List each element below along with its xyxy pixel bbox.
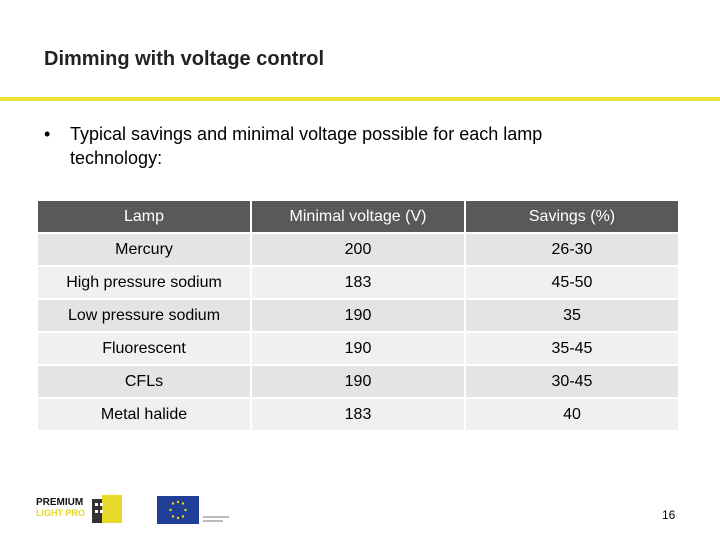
column-header: Savings (%) <box>466 201 678 232</box>
table-cell: Mercury <box>38 234 250 265</box>
table-cell: 40 <box>466 399 678 430</box>
page-number: 16 <box>662 508 676 522</box>
table-row: Mercury 200 26-30 <box>38 234 678 265</box>
table-cell: Metal halide <box>38 399 250 430</box>
table-row: Fluorescent 190 35-45 <box>38 333 678 364</box>
table-cell: 183 <box>252 399 464 430</box>
title-rule <box>0 97 720 101</box>
bullet-item: • Typical savings and minimal voltage po… <box>44 122 604 170</box>
slide-title: Dimming with voltage control <box>44 48 325 70</box>
eu-flag <box>157 496 229 524</box>
column-header: Minimal voltage (V) <box>252 201 464 232</box>
table-cell: 35-45 <box>466 333 678 364</box>
table-row: CFLs 190 30-45 <box>38 366 678 397</box>
table-row: Low pressure sodium 190 35 <box>38 300 678 331</box>
table-row: Metal halide 183 40 <box>38 399 678 430</box>
table-cell: 190 <box>252 300 464 331</box>
table-cell: 30-45 <box>466 366 678 397</box>
table-cell: High pressure sodium <box>38 267 250 298</box>
table-cell: 35 <box>466 300 678 331</box>
bullet-text: Typical savings and minimal voltage poss… <box>70 124 543 168</box>
table-cell: CFLs <box>38 366 250 397</box>
table-cell: Fluorescent <box>38 333 250 364</box>
logo-icon <box>92 495 122 523</box>
table-body: Mercury 200 26-30 High pressure sodium 183 45… <box>38 234 678 430</box>
logo: PREMIUM LIGHT PRO <box>36 495 126 525</box>
table-cell: Low pressure sodium <box>38 300 250 331</box>
table-cell: 183 <box>252 267 464 298</box>
table-cell: 200 <box>252 234 464 265</box>
logo-text: PREMIUM <box>36 497 84 508</box>
header-row: Lamp Minimal voltage (V) Savings (%) <box>38 201 678 232</box>
table-cell: 190 <box>252 366 464 397</box>
bullet-dot: • <box>44 124 51 144</box>
table-cell: 26-30 <box>466 234 678 265</box>
table-row: High pressure sodium 183 45-50 <box>38 267 678 298</box>
column-header: Lamp <box>38 201 250 232</box>
data-table: Lamp Minimal voltage (V) Savings (%) Mercu… <box>36 199 680 432</box>
table-cell: 45-50 <box>466 267 678 298</box>
logo-text: LIGHT PRO <box>36 508 85 518</box>
table-cell: 190 <box>252 333 464 364</box>
